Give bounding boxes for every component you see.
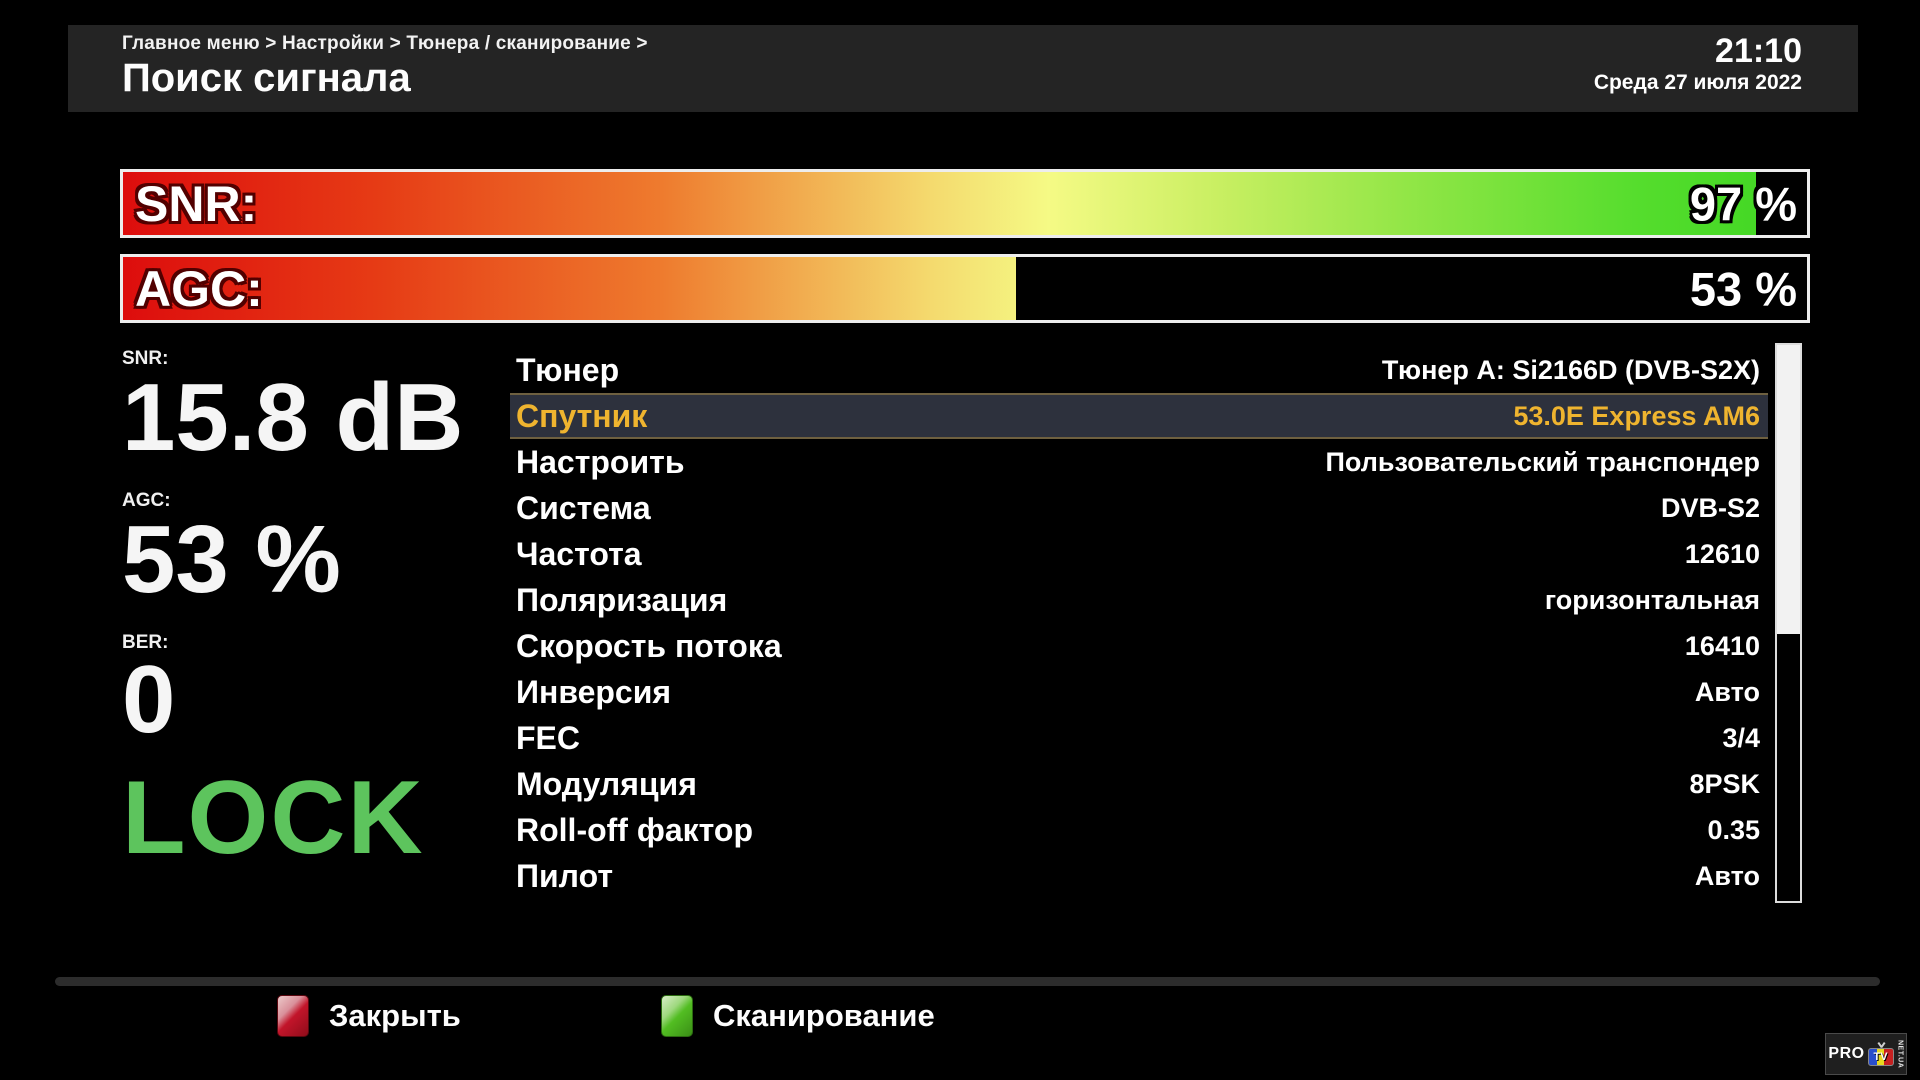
menu-row-value: 53.0E Express AM6 [1513,400,1760,431]
page-title: Поиск сигнала [122,56,411,100]
close-button[interactable]: Закрыть [277,992,461,1040]
header-right: 21:10 Среда 27 июля 2022 [1593,32,1802,96]
menu-list: Тюнер Тюнер A: Si2166D (DVB-S2X) Спутник… [510,347,1768,899]
snr-signal-bar: SNR: 97 % [120,169,1810,238]
header: Главное меню > Настройки > Тюнера / скан… [68,25,1858,112]
menu-row-inversion[interactable]: Инверсия Авто [510,669,1768,715]
menu-row-polarization[interactable]: Поляризация горизонтальная [510,577,1768,623]
menu-row-system[interactable]: Система DVB-S2 [510,485,1768,531]
menu-row-label: Пилот [516,857,613,894]
lock-status: LOCK [122,760,425,876]
protv-logo: PRO TV NET.UA [1825,1033,1907,1075]
snr-readout-label: SNR: [122,348,169,369]
menu-row-value: 8PSK [1689,768,1760,799]
agc-bar-mask [1015,257,1807,320]
footer-separator [55,977,1880,986]
snr-readout-value: 15.8 dB [122,364,464,471]
agc-signal-bar: AGC: 53 % [120,254,1810,323]
menu-row-satellite[interactable]: Спутник 53.0E Express AM6 [510,393,1768,439]
tv-icon: TV [1867,1046,1894,1066]
agc-readout-value: 53 % [122,506,341,613]
agc-bar-label: AGC: [135,260,263,317]
scan-button-label: Сканирование [713,998,935,1033]
menu-row-label: Тюнер [516,351,620,388]
menu-row-value: DVB-S2 [1660,492,1760,523]
menu-row-label: Настроить [516,443,685,480]
tv-icon-screen: TV [1867,1047,1894,1066]
menu-row-label: Поляризация [516,581,728,618]
menu-row-value: Тюнер A: Si2166D (DVB-S2X) [1381,354,1760,385]
ber-readout-label: BER: [122,632,169,653]
menu-row-label: Скорость потока [516,627,782,664]
scrollbar[interactable] [1775,343,1802,903]
menu-row-frequency[interactable]: Частота 12610 [510,531,1768,577]
date: Среда 27 июля 2022 [1593,71,1802,95]
breadcrumb: Главное меню > Настройки > Тюнера / скан… [122,33,648,54]
menu-row-value: 0.35 [1707,814,1760,845]
ber-readout-value: 0 [122,646,176,753]
menu-row-value: горизонтальная [1544,584,1760,615]
menu-row-label: Модуляция [516,765,697,802]
menu-row-configure[interactable]: Настроить Пользовательский транспондер [510,439,1768,485]
red-button-icon [277,995,309,1037]
menu-row-label: Инверсия [516,673,672,710]
scan-button[interactable]: Сканирование [661,992,935,1040]
menu-row-value: 3/4 [1722,722,1760,753]
header-left: Главное меню > Настройки > Тюнера / скан… [122,33,648,99]
menu-row-value: Авто [1694,860,1760,891]
protv-logo-text: PRO [1828,1045,1865,1062]
snr-bar-mask [1756,172,1807,235]
snr-bar-value: 97 % [1689,177,1797,230]
menu-row-label: FEC [516,719,580,756]
menu-row-label: Roll-off фактор [516,811,753,848]
green-button-icon [661,995,693,1037]
menu-row-value: 12610 [1684,538,1760,569]
menu-row-symbol-rate[interactable]: Скорость потока 16410 [510,623,1768,669]
menu-row-fec[interactable]: FEC 3/4 [510,715,1768,761]
menu-row-value: 16410 [1684,630,1760,661]
menu-row-modulation[interactable]: Модуляция 8PSK [510,761,1768,807]
menu-row-label: Частота [516,535,642,572]
clock: 21:10 [1715,32,1802,70]
menu-row-rolloff[interactable]: Roll-off фактор 0.35 [510,807,1768,853]
agc-bar-value: 53 % [1689,262,1797,315]
snr-bar-label: SNR: [135,175,258,232]
menu-row-tuner[interactable]: Тюнер Тюнер A: Si2166D (DVB-S2X) [510,347,1768,393]
menu-row-value: Пользовательский транспондер [1325,446,1760,477]
protv-logo-sub: NET.UA [1896,1039,1904,1069]
menu-row-label: Спутник [516,397,648,434]
close-button-label: Закрыть [329,998,461,1033]
menu-row-value: Авто [1694,676,1760,707]
menu-row-pilot[interactable]: Пилот Авто [510,853,1768,899]
scrollbar-thumb[interactable] [1777,345,1800,635]
agc-readout-label: AGC: [122,490,171,511]
menu-row-label: Система [516,489,651,526]
